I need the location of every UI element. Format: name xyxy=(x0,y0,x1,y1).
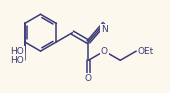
Text: O: O xyxy=(101,47,108,56)
Text: O: O xyxy=(85,74,92,83)
Text: HO: HO xyxy=(10,56,24,65)
Text: HO: HO xyxy=(10,47,24,56)
Text: OEt: OEt xyxy=(138,47,154,56)
Text: N: N xyxy=(101,25,108,34)
